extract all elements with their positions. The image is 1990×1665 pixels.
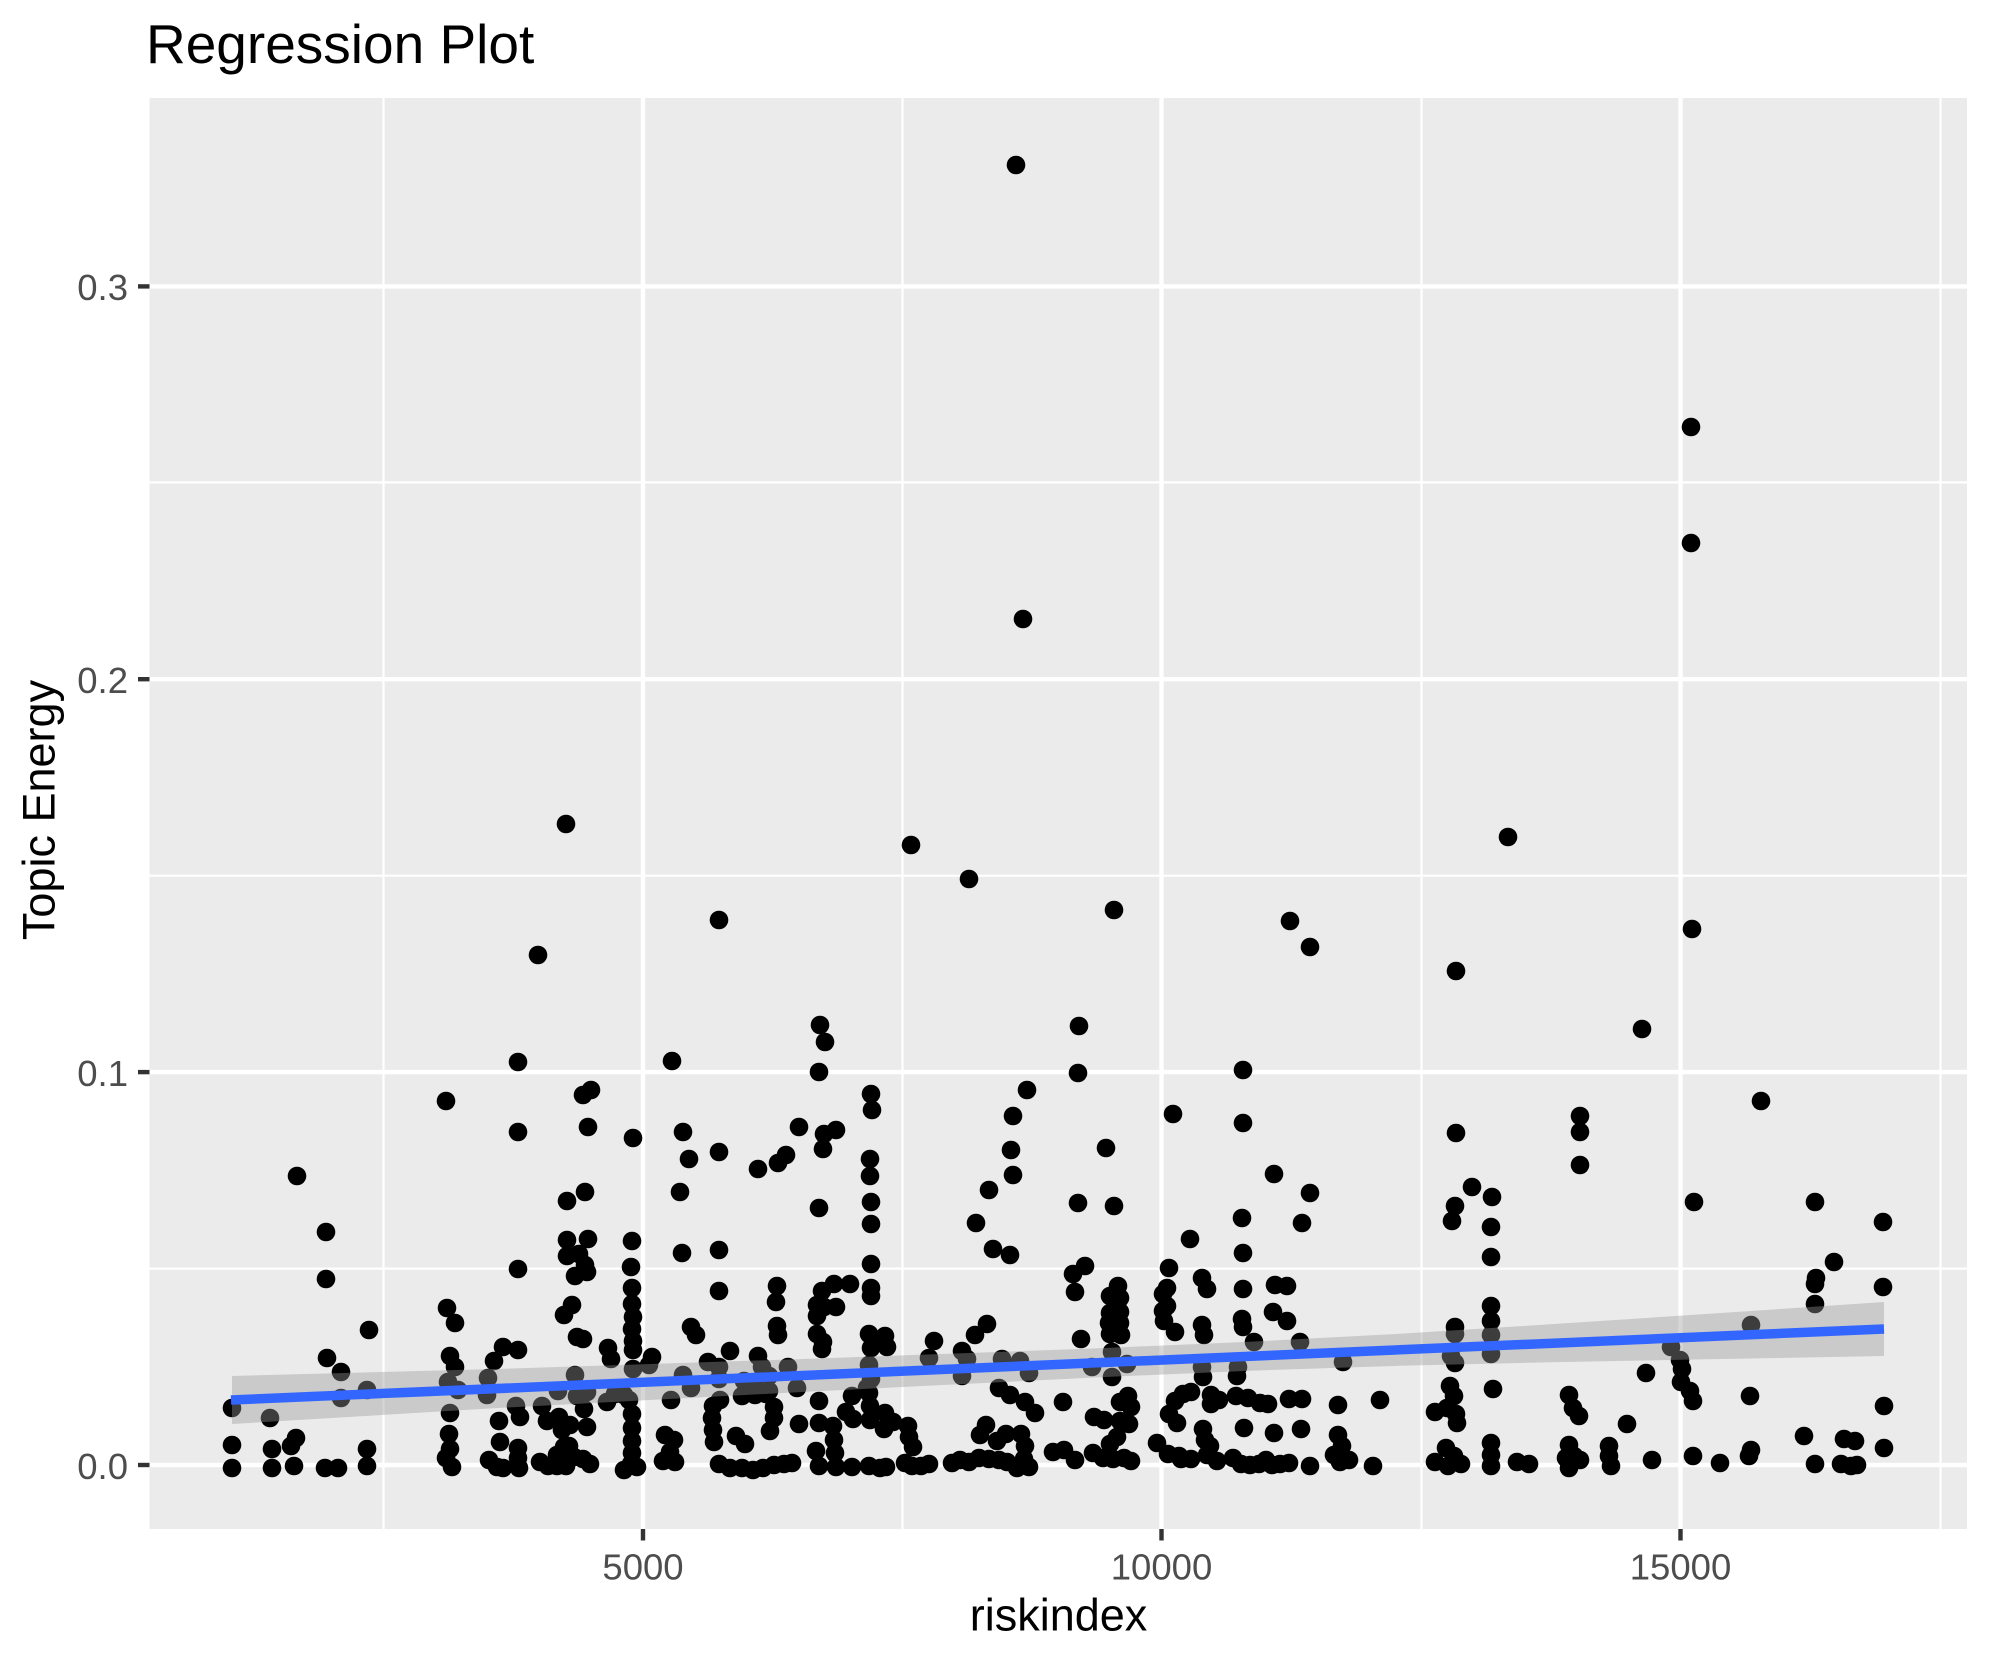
svg-text:Topic Energy: Topic Energy [14, 679, 65, 940]
svg-text:0.3: 0.3 [77, 267, 128, 308]
svg-text:5000: 5000 [602, 1547, 683, 1588]
svg-text:15000: 15000 [1630, 1547, 1732, 1588]
svg-text:riskindex: riskindex [970, 1590, 1148, 1641]
svg-text:0.0: 0.0 [77, 1446, 128, 1487]
svg-text:Regression Plot: Regression Plot [146, 13, 534, 75]
svg-text:10000: 10000 [1111, 1547, 1213, 1588]
svg-text:0.1: 0.1 [77, 1053, 128, 1094]
svg-text:0.2: 0.2 [77, 660, 128, 701]
